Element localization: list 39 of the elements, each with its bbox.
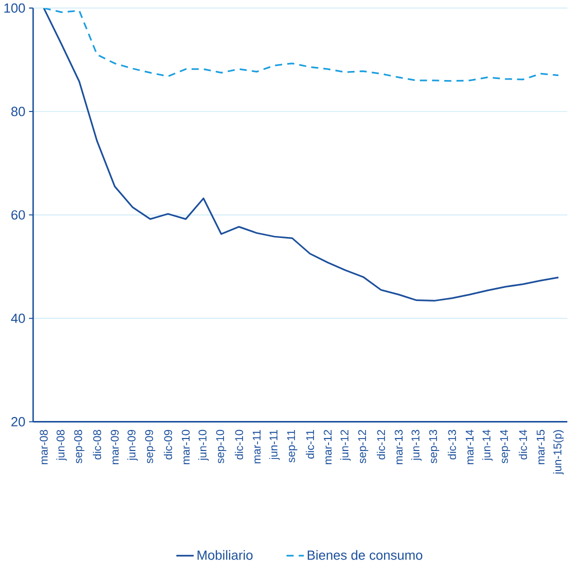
x-tick-label: dic-14 bbox=[518, 430, 528, 460]
x-tick-label: dic-12 bbox=[376, 430, 386, 460]
x-tick-label: sep-14 bbox=[500, 430, 510, 464]
x-tick-label: jun-11 bbox=[269, 430, 280, 460]
x-tick-label: sep-11 bbox=[287, 430, 298, 462]
x-tick-label: sep-09 bbox=[145, 430, 156, 464]
x-tick-label: jun-12 bbox=[340, 430, 351, 461]
x-tick-label: dic-08 bbox=[92, 430, 102, 460]
x-tick-label: dic-11 bbox=[306, 430, 314, 458]
x-tick-label: jun-14 bbox=[482, 430, 493, 461]
x-tick-label: mar-15 bbox=[536, 430, 545, 464]
x-tick-label: dic-13 bbox=[448, 430, 456, 460]
x-tick-label: jun-13 bbox=[411, 430, 422, 461]
legend-label: Mobiliario bbox=[198, 550, 253, 560]
x-tick-label: jun-10 bbox=[198, 430, 209, 461]
y-tick-label: 100 bbox=[4, 3, 25, 13]
legend-label: Bienes de consumo bbox=[308, 550, 422, 560]
x-tick-label: sep-08 bbox=[74, 430, 84, 464]
x-tick-label: jun-08 bbox=[56, 430, 67, 461]
x-tick-label: mar-11 bbox=[252, 430, 261, 464]
x-tick-label: jun-15(p) bbox=[553, 430, 564, 474]
x-tick-label: jun-09 bbox=[127, 430, 138, 461]
y-tick-label: 80 bbox=[11, 106, 25, 116]
y-tick-label: 60 bbox=[11, 210, 25, 220]
y-tick-label: 40 bbox=[11, 314, 25, 323]
x-tick-label: dic-10 bbox=[234, 430, 244, 460]
line-series bbox=[42, 8, 560, 302]
x-tick-label: mar-12 bbox=[324, 430, 332, 464]
x-tick-label: sep-10 bbox=[216, 430, 226, 464]
x-tick-label: sep-12 bbox=[358, 430, 368, 464]
line-series bbox=[42, 8, 560, 82]
y-tick-label: 20 bbox=[11, 416, 25, 426]
x-tick-label: mar-08 bbox=[40, 430, 48, 464]
x-tick-label: dic-09 bbox=[164, 430, 172, 460]
x-tick-label: mar-14 bbox=[466, 430, 474, 464]
x-tick-label: sep-13 bbox=[429, 430, 440, 464]
x-tick-label: mar-13 bbox=[394, 430, 403, 464]
x-tick-label: mar-10 bbox=[182, 430, 190, 464]
x-tick-label: mar-09 bbox=[110, 430, 119, 464]
